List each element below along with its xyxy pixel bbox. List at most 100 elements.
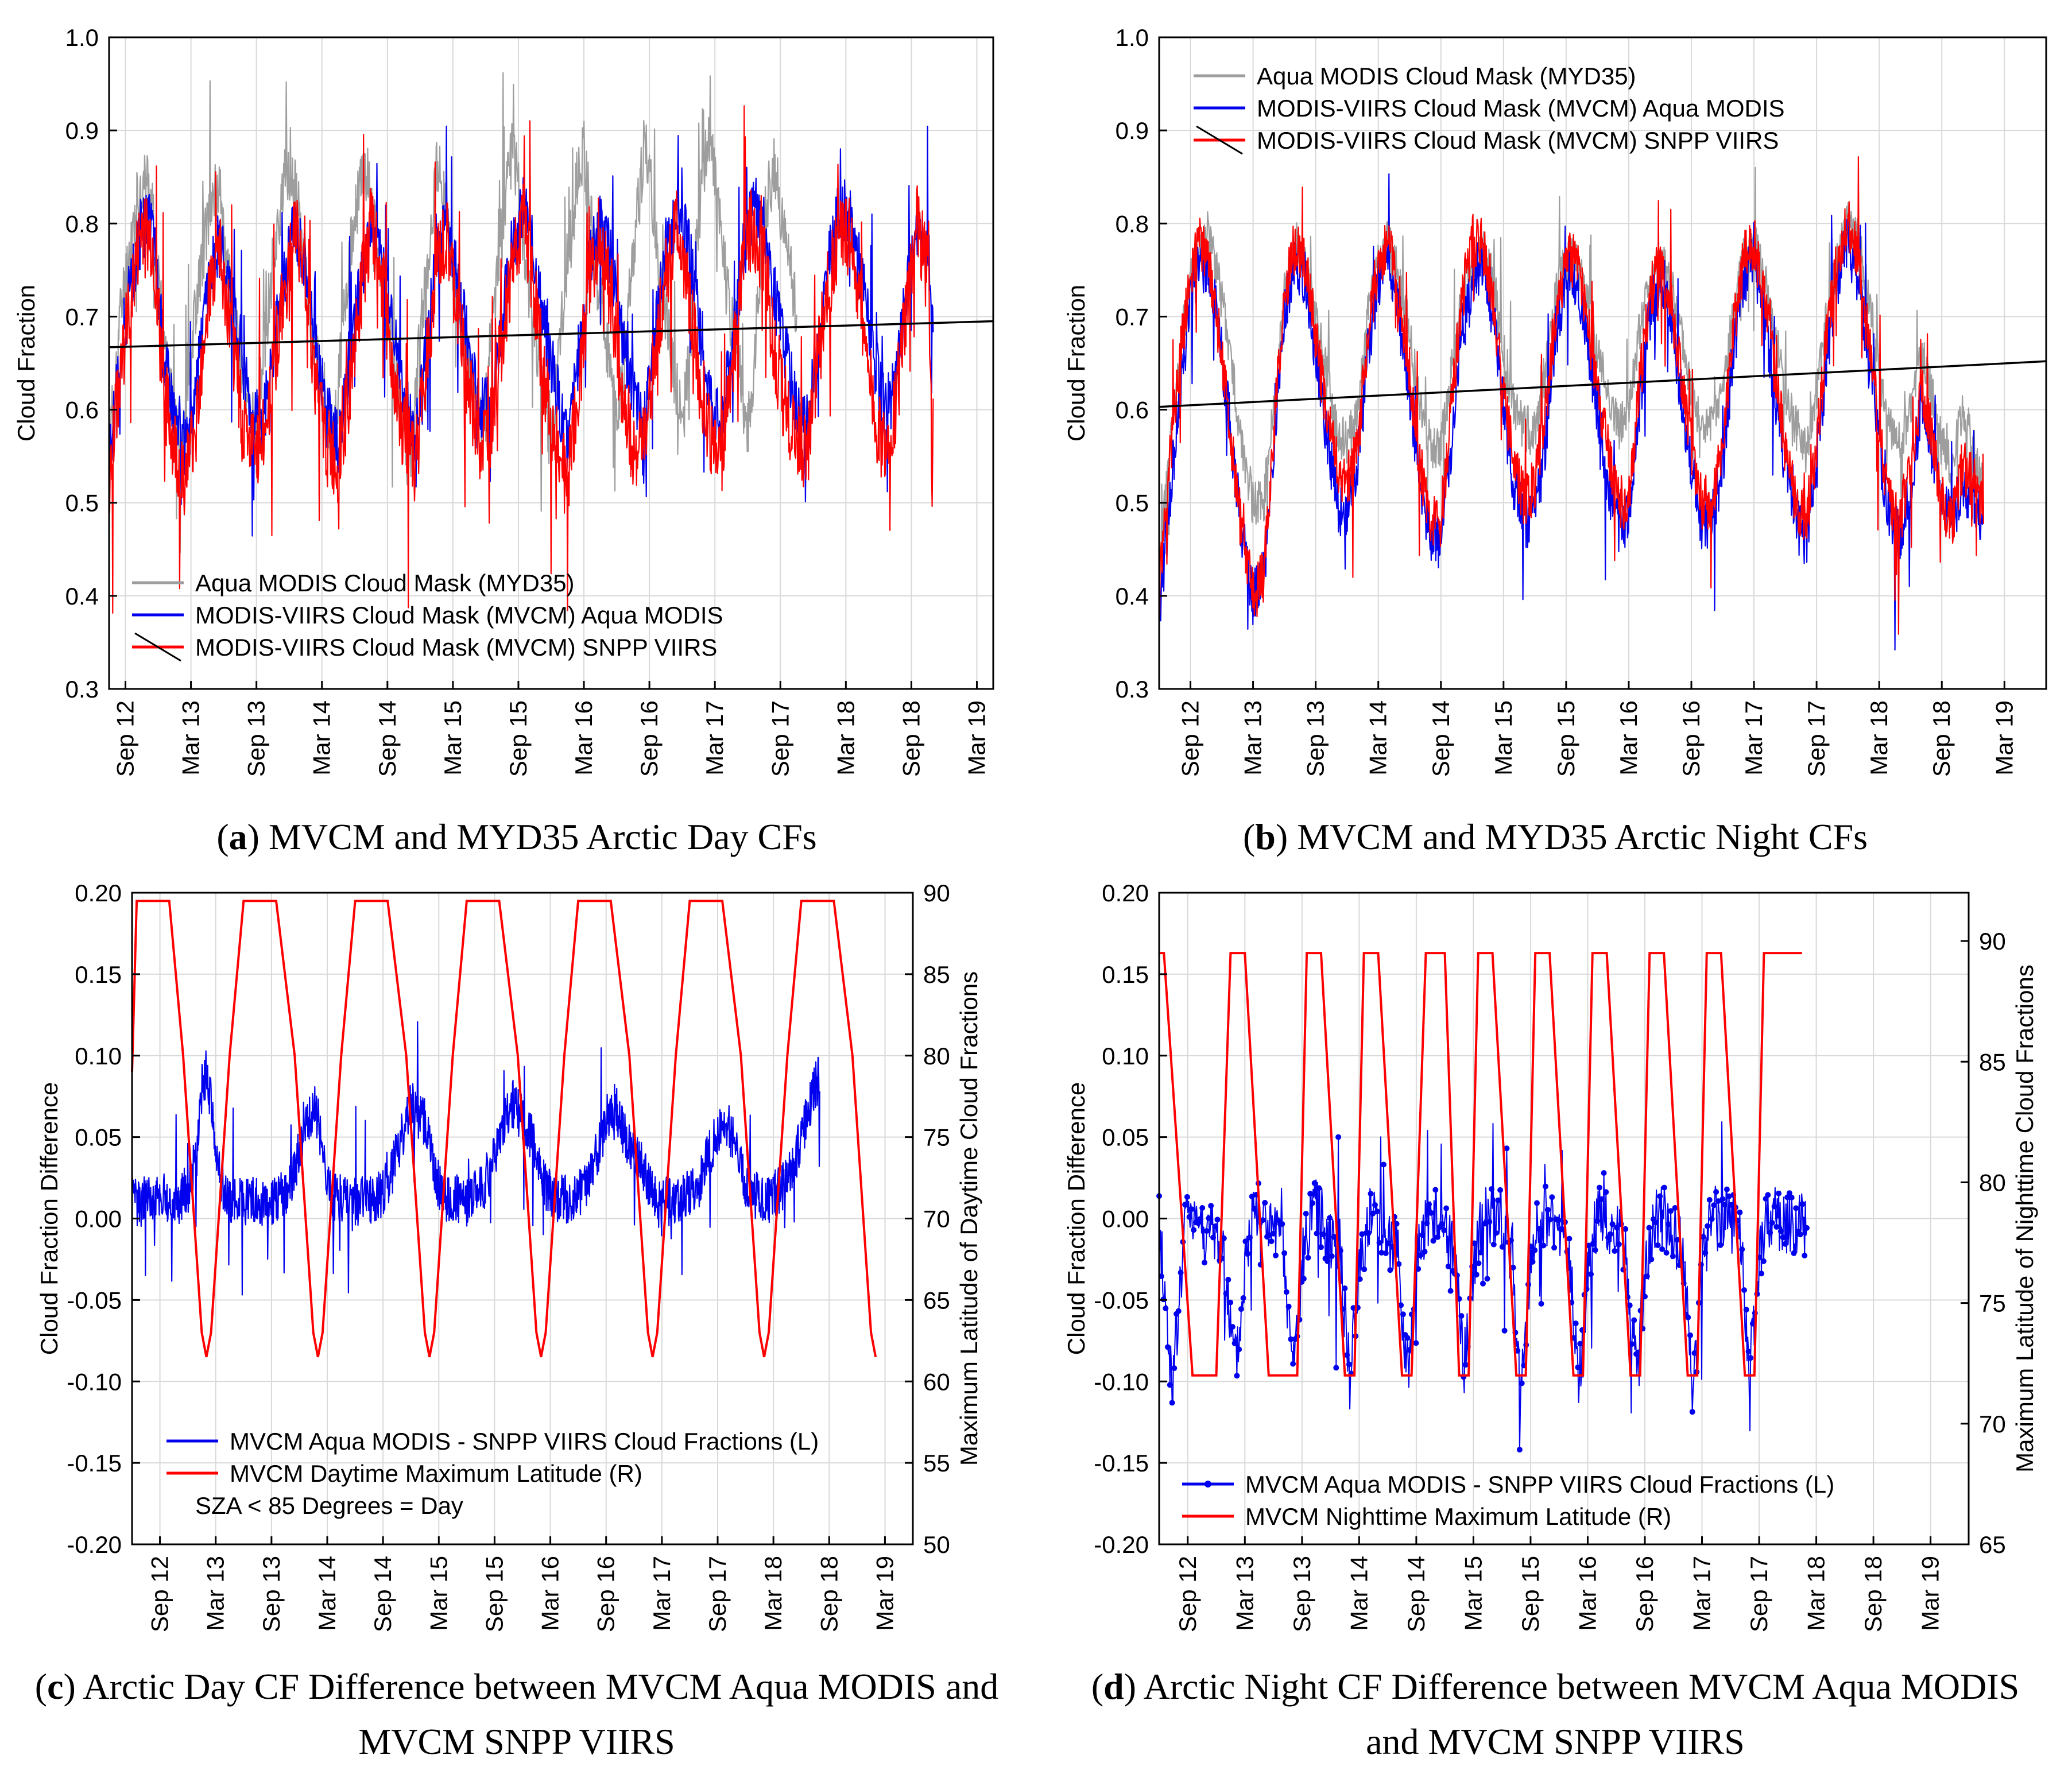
y-tick-label: 0.9	[1116, 117, 1149, 144]
data-point	[1288, 1336, 1294, 1342]
data-point	[1473, 1272, 1480, 1278]
y-axis-label: Cloud Fraction Difference	[1063, 1082, 1090, 1355]
x-tick-label: Sep 14	[1427, 700, 1454, 777]
data-point	[1626, 1302, 1633, 1308]
data-point	[1549, 1194, 1555, 1200]
y-tick-label: 0.10	[1102, 1043, 1149, 1070]
data-point	[1759, 1270, 1764, 1277]
data-point	[1246, 1234, 1253, 1241]
data-point	[1422, 1249, 1428, 1255]
plot-area: -0.20 -0.15 -0.10 -0.05 0.00 0.05 0.10 0.15 0.20…	[36, 880, 982, 1632]
data-point	[1167, 1382, 1173, 1388]
caption-text-a: MVCM and MYD35 Arctic Day CFs	[268, 816, 817, 857]
panel-a: 0.3 0.4 0.5 0.6 0.7 0.8 0.9 1.0 Sep 12 Mar 13 Sep …	[0, 0, 1033, 878]
data-point	[1586, 1242, 1592, 1249]
data-point	[1441, 1227, 1447, 1233]
x-tick-label: Sep 12	[112, 700, 139, 777]
x-tick-label: Mar 16	[537, 1556, 564, 1631]
data-point	[1743, 1307, 1749, 1313]
x-tick-label: Mar 14	[308, 700, 335, 776]
x-tick-label: Sep 14	[1403, 1556, 1430, 1632]
data-point	[1212, 1223, 1218, 1229]
data-point	[1260, 1217, 1266, 1223]
legend: Aqua MODIS Cloud Mask (MYD35) MODIS-VIIRS…	[1194, 63, 1785, 155]
data-point	[1484, 1276, 1490, 1282]
data-point	[1303, 1211, 1309, 1217]
data-point	[1242, 1238, 1249, 1245]
data-point	[1281, 1250, 1288, 1256]
data-point	[1418, 1252, 1423, 1258]
data-point	[1385, 1240, 1391, 1246]
data-point	[1307, 1191, 1314, 1197]
data-point	[1575, 1364, 1581, 1370]
y-right-tick-label: 75	[923, 1124, 950, 1151]
chart-c: -0.20 -0.15 -0.10 -0.05 0.00 0.05 0.10 0.15 0.20…	[36, 880, 982, 1632]
data-point	[1516, 1447, 1523, 1453]
data-point	[1737, 1209, 1743, 1215]
data-point	[1398, 1302, 1404, 1308]
caption-text-d: Arctic Night CF Difference between MVCM …	[1143, 1666, 2020, 1762]
data-point	[1186, 1214, 1192, 1220]
data-point	[1370, 1210, 1376, 1217]
data-point	[1691, 1350, 1698, 1356]
data-point	[1706, 1197, 1713, 1203]
data-point	[1663, 1250, 1670, 1256]
data-point	[1234, 1373, 1240, 1379]
data-point	[1238, 1306, 1244, 1312]
y-tick-label: 0.10	[75, 1043, 122, 1070]
data-point	[1672, 1205, 1678, 1211]
data-point	[1368, 1191, 1374, 1197]
legend-trend-swatch	[1196, 125, 1243, 155]
y-tick-label: 0.15	[1102, 961, 1149, 988]
data-point	[1607, 1231, 1613, 1237]
x-tick-label: Sep 14	[374, 700, 401, 777]
data-point	[1713, 1189, 1719, 1195]
y-right-tick-label: 65	[1979, 1531, 2006, 1558]
data-point	[1396, 1261, 1402, 1267]
x-tick-label: Mar 18	[1803, 1556, 1830, 1631]
data-point	[1329, 1253, 1335, 1259]
legend-label: Aqua MODIS Cloud Mask (MYD35)	[1257, 63, 1636, 90]
y-axis-label: Cloud Fraction	[13, 285, 40, 441]
data-point	[1598, 1196, 1605, 1202]
data-point	[1499, 1244, 1505, 1250]
data-point	[1346, 1361, 1352, 1368]
caption-b: (b) MVCM and MYD35 Arctic Night CFs	[1242, 816, 1868, 857]
data-point	[1489, 1186, 1494, 1192]
x-tick-label: Sep 12	[1177, 700, 1204, 777]
data-point	[1184, 1194, 1190, 1200]
x-tick-label: Sep 13	[258, 1556, 285, 1632]
x-tick-label: Mar 13	[1231, 1556, 1258, 1631]
data-point	[1245, 1250, 1251, 1257]
x-tick-label: Sep 17	[1803, 700, 1830, 777]
plot-frame	[108, 36, 994, 690]
data-point	[1750, 1320, 1756, 1327]
data-point	[1283, 1289, 1289, 1295]
data-point	[1670, 1253, 1676, 1260]
panel-c: -0.20 -0.15 -0.10 -0.05 0.00 0.05 0.10 0.15 0.20…	[0, 878, 1033, 1778]
y-right-tick-label: 85	[923, 961, 950, 988]
data-point	[1666, 1221, 1672, 1227]
data-point	[1361, 1266, 1368, 1272]
data-point	[1719, 1196, 1726, 1202]
data-point	[1797, 1231, 1803, 1238]
annotation: SZA < 85 Degrees = Day	[195, 1492, 463, 1519]
data-point	[1475, 1260, 1482, 1266]
x-tick-label: Sep 18	[1928, 700, 1955, 777]
x-tick-label: Mar 18	[832, 700, 859, 776]
legend-trend-swatch	[134, 632, 181, 662]
data-point	[1480, 1280, 1486, 1287]
data-point	[1791, 1250, 1797, 1256]
data-point	[1543, 1183, 1548, 1190]
x-tick-label: Mar 19	[871, 1556, 898, 1631]
data-point	[1439, 1221, 1445, 1227]
data-point	[1268, 1238, 1275, 1245]
data-point	[1490, 1241, 1497, 1248]
data-point	[1612, 1248, 1618, 1254]
data-point	[1657, 1193, 1663, 1199]
data-point	[1314, 1230, 1320, 1237]
data-point	[1382, 1250, 1389, 1256]
legend-label: Aqua MODIS Cloud Mask (MYD35)	[195, 570, 575, 596]
x-tick-label: Sep 13	[243, 700, 270, 777]
data-point	[1182, 1202, 1188, 1208]
